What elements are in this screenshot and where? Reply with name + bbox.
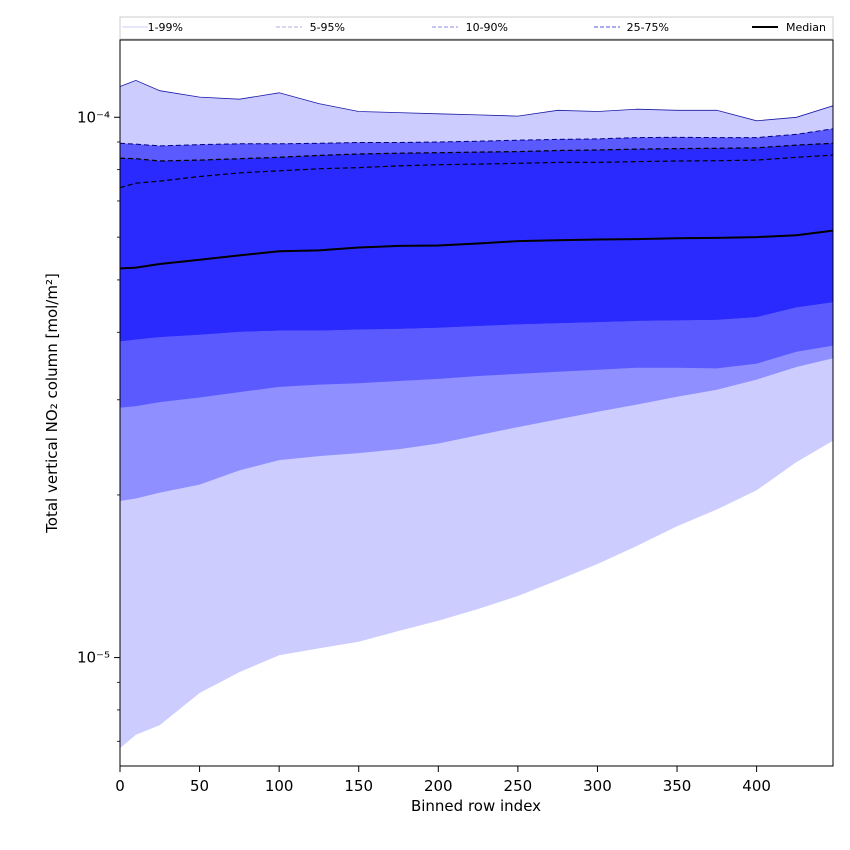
x-tick-label: 0	[115, 777, 125, 795]
band-inner	[120, 155, 833, 342]
x-tick-label: 50	[190, 777, 209, 795]
y-axis-label: Total vertical NO₂ column [mol/m²]	[43, 273, 61, 534]
x-axis-label: Binned row index	[411, 797, 541, 815]
legend-label: 1-99%	[148, 21, 183, 34]
x-tick-label: 200	[424, 777, 453, 795]
line-25-75-upper	[120, 142, 833, 162]
legend-label: 25-75%	[627, 21, 669, 34]
x-tick-label: 100	[265, 777, 294, 795]
legend-label: 10-90%	[466, 21, 508, 34]
x-tick-label: 350	[663, 777, 692, 795]
line-inner-upper	[120, 154, 833, 189]
x-tick-label: 400	[742, 777, 771, 795]
x-tick-label: 300	[583, 777, 612, 795]
y-axis: 10⁻⁵ 10⁻⁴	[77, 108, 120, 742]
legend-label: Median	[786, 21, 826, 34]
y-tick-label: 10⁻⁵	[77, 649, 110, 667]
line-10-90-upper	[120, 128, 833, 147]
chart-lines	[120, 79, 833, 270]
chart-bands	[120, 80, 833, 749]
x-tick-label: 150	[344, 777, 373, 795]
x-axis: 0 50 100 150 200 250 300 350 400	[115, 766, 771, 795]
legend-label: 5-95%	[310, 21, 345, 34]
line-1-99-upper	[120, 79, 833, 122]
x-tick-label: 250	[504, 777, 533, 795]
line-median	[120, 229, 833, 270]
legend-box	[119, 16, 834, 40]
plot-frame	[119, 39, 834, 767]
legend: 1-99% 5-95% 10-90% 25-75% Median	[119, 16, 834, 40]
y-tick-label: 10⁻⁴	[77, 108, 110, 126]
